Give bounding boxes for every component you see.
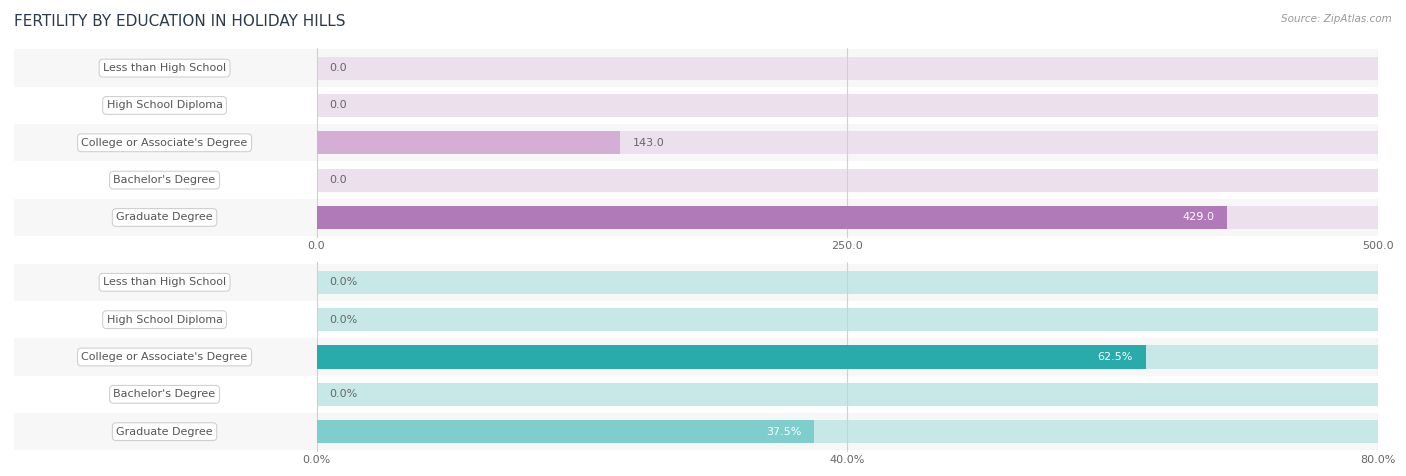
- Text: High School Diploma: High School Diploma: [107, 315, 222, 325]
- Bar: [316, 131, 620, 154]
- Text: FERTILITY BY EDUCATION IN HOLIDAY HILLS: FERTILITY BY EDUCATION IN HOLIDAY HILLS: [14, 14, 346, 30]
- Bar: [14, 87, 1378, 124]
- Text: Graduate Degree: Graduate Degree: [117, 426, 212, 436]
- Text: Graduate Degree: Graduate Degree: [117, 212, 212, 222]
- Bar: [316, 420, 1378, 443]
- Bar: [14, 199, 1378, 236]
- Bar: [14, 338, 1378, 376]
- Bar: [316, 308, 1378, 331]
- Bar: [316, 383, 1378, 406]
- Text: Bachelor's Degree: Bachelor's Degree: [114, 389, 215, 399]
- Bar: [316, 131, 1378, 154]
- Bar: [14, 50, 1378, 87]
- Text: 0.0: 0.0: [329, 100, 347, 110]
- Text: College or Associate's Degree: College or Associate's Degree: [82, 138, 247, 148]
- Bar: [14, 376, 1378, 413]
- Bar: [316, 206, 1378, 229]
- Bar: [14, 124, 1378, 161]
- Text: 143.0: 143.0: [633, 138, 665, 148]
- Bar: [316, 420, 814, 443]
- Bar: [14, 413, 1378, 450]
- Text: Source: ZipAtlas.com: Source: ZipAtlas.com: [1281, 14, 1392, 24]
- Bar: [316, 346, 1378, 368]
- Text: 0.0: 0.0: [329, 63, 347, 73]
- Bar: [14, 161, 1378, 199]
- Bar: [316, 94, 1378, 117]
- Bar: [316, 271, 1378, 294]
- Bar: [316, 169, 1378, 192]
- Bar: [316, 57, 1378, 79]
- Text: 37.5%: 37.5%: [766, 426, 801, 436]
- Text: 429.0: 429.0: [1182, 212, 1215, 222]
- Text: 0.0%: 0.0%: [329, 389, 357, 399]
- Text: 0.0%: 0.0%: [329, 278, 357, 288]
- Text: 0.0: 0.0: [329, 175, 347, 185]
- Text: 62.5%: 62.5%: [1098, 352, 1133, 362]
- Text: Less than High School: Less than High School: [103, 63, 226, 73]
- Bar: [316, 346, 1146, 368]
- Bar: [14, 264, 1378, 301]
- Bar: [316, 206, 1227, 229]
- Text: 0.0%: 0.0%: [329, 315, 357, 325]
- Bar: [14, 301, 1378, 338]
- Text: High School Diploma: High School Diploma: [107, 100, 222, 110]
- Text: Bachelor's Degree: Bachelor's Degree: [114, 175, 215, 185]
- Text: College or Associate's Degree: College or Associate's Degree: [82, 352, 247, 362]
- Text: Less than High School: Less than High School: [103, 278, 226, 288]
